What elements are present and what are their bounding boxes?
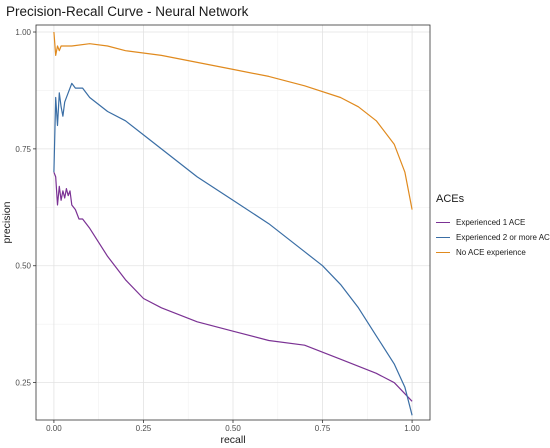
legend-label-no-ace: No ACE experience (456, 248, 526, 257)
legend-key-2-or-more-aces (436, 237, 450, 238)
tick-labels: 0.00 0.25 0.50 0.75 1.00 0.25 0.50 0.75 1.00 (15, 28, 420, 433)
grid-lines (36, 25, 430, 420)
legend-key-1-ace (436, 222, 450, 223)
plot-panel-border (35, 24, 431, 421)
series-line-0 (53, 171, 413, 402)
legend-item-no-ace: No ACE experience (436, 245, 550, 260)
series-lines (53, 31, 413, 416)
legend-title: ACEs (436, 193, 465, 205)
y-tick-label: 1.00 (15, 28, 31, 37)
series-line-1 (53, 82, 413, 416)
y-tick-label: 0.50 (15, 262, 31, 271)
x-tick-label: 0.50 (225, 424, 241, 433)
chart-title: Precision-Recall Curve - Neural Network (6, 4, 249, 19)
x-tick-label: 1.00 (404, 424, 420, 433)
y-tick-label: 0.75 (15, 145, 31, 154)
legend-label-2-or-more-aces: Experienced 2 or more ACEs (456, 233, 550, 242)
y-tick-label: 0.25 (15, 379, 31, 388)
x-tick-label: 0.25 (136, 424, 152, 433)
x-tick-label: 0.00 (46, 424, 62, 433)
legend-label-1-ace: Experienced 1 ACE (456, 218, 526, 227)
x-axis-title: recall (220, 434, 245, 446)
series-line-2 (53, 31, 413, 210)
legend: ACEs Experienced 1 ACE Experienced 2 or … (436, 193, 550, 260)
legend-item-1-ace: Experienced 1 ACE (436, 215, 550, 230)
x-tick-label: 0.75 (315, 424, 331, 433)
y-axis-title: precision (1, 201, 13, 243)
legend-key-no-ace (436, 252, 450, 253)
legend-item-2-or-more-aces: Experienced 2 or more ACEs (436, 230, 550, 245)
